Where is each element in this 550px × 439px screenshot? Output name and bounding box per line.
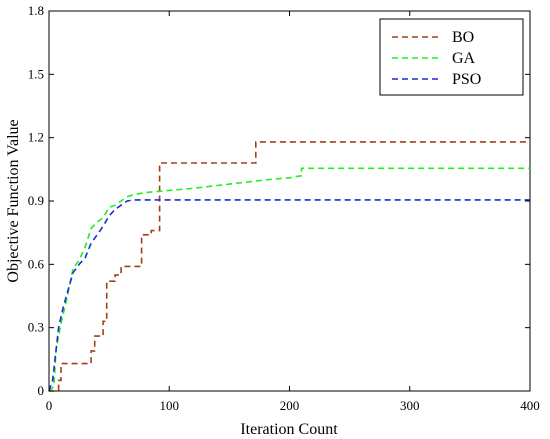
series-layer (48, 141, 530, 392)
y-axis-ticks: 0 0.3 0.6 0.9 1.2 1.5 1.8 (28, 3, 530, 398)
series-line-ga (48, 167, 530, 392)
legend-label-ga: GA (452, 50, 476, 67)
x-tick-label: 300 (400, 398, 420, 413)
y-tick-label: 0.3 (28, 320, 44, 335)
legend-box (379, 18, 524, 96)
x-tick-label: 100 (160, 398, 180, 413)
y-tick-label: 1.2 (28, 130, 44, 145)
x-axis-ticks: 0 100 200 300 400 (46, 11, 540, 413)
x-tick-label: 0 (46, 398, 53, 413)
y-tick-label: 0.9 (28, 193, 44, 208)
y-tick-label: 0.6 (28, 256, 45, 271)
y-tick-label: 0 (38, 383, 45, 398)
legend-label-bo: BO (452, 29, 474, 46)
x-tick-label: 200 (280, 398, 300, 413)
legend: BO GA PSO (379, 18, 524, 96)
y-axis-title: Objective Function Value (5, 119, 22, 282)
y-tick-label: 1.5 (28, 66, 44, 81)
series-line-bo (49, 141, 530, 392)
x-axis-title: Iteration Count (240, 421, 338, 438)
legend-label-pso: PSO (452, 71, 481, 88)
x-tick-label: 400 (520, 398, 540, 413)
y-tick-label: 1.8 (28, 3, 44, 18)
